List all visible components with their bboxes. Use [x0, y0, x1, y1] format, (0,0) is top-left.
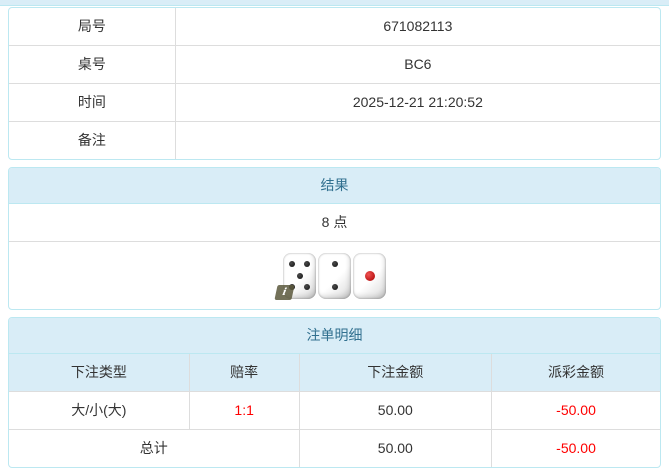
- die-3: [353, 252, 386, 299]
- bet-details-title: 注单明细: [9, 318, 660, 354]
- total-payout-cell: -50.00: [491, 429, 660, 467]
- info-icon[interactable]: i: [274, 284, 295, 300]
- table-row: 时间 2025-12-21 21:20:52: [9, 83, 660, 122]
- die-2: [318, 252, 351, 299]
- round-id-label: 局号: [9, 8, 176, 46]
- time-label: 时间: [9, 83, 176, 122]
- game-info-panel: 局号 671082113 桌号 BC6 时间 2025-12-21 21:20:…: [8, 7, 661, 160]
- table-row: 桌号 BC6: [9, 45, 660, 84]
- col-payout: 派彩金额: [491, 353, 660, 392]
- dice-container: i: [9, 242, 660, 309]
- odds-cell: 1:1: [188, 391, 300, 430]
- die-pip: [364, 270, 375, 281]
- table-id-label: 桌号: [9, 45, 176, 84]
- die-pip: [331, 261, 338, 268]
- bet-details-table: 下注类型 赔率 下注金额 派彩金额 大/小(大) 1:1 50.00 -50.0…: [9, 353, 660, 467]
- bet-details-panel: 注单明细 下注类型 赔率 下注金额 派彩金额 大/小(大) 1:1 50.00 …: [8, 317, 661, 468]
- die-pip: [304, 261, 311, 267]
- die-pip: [296, 272, 303, 279]
- result-panel-title: 结果: [9, 168, 660, 204]
- table-header-row: 下注类型 赔率 下注金额 派彩金额: [9, 353, 660, 392]
- remark-value: [174, 121, 660, 159]
- game-info-table: 局号 671082113 桌号 BC6 时间 2025-12-21 21:20:…: [9, 8, 660, 159]
- round-id-value: 671082113: [174, 8, 660, 46]
- die-1: i: [274, 252, 316, 300]
- table-id-value: BC6: [174, 45, 660, 84]
- die-pip: [288, 261, 295, 267]
- die-pip: [331, 283, 338, 290]
- col-odds: 赔率: [188, 353, 300, 392]
- total-bet-amount-cell: 50.00: [298, 429, 493, 467]
- die-pip: [304, 284, 311, 290]
- payout-cell: -50.00: [491, 391, 660, 430]
- cropped-header-strip: [0, 0, 669, 6]
- result-points: 8 点: [9, 204, 660, 242]
- table-row: 局号 671082113: [9, 8, 660, 46]
- total-label-cell: 总计: [9, 429, 300, 467]
- time-value: 2025-12-21 21:20:52: [174, 83, 660, 122]
- bet-amount-cell: 50.00: [298, 391, 493, 430]
- bet-row: 大/小(大) 1:1 50.00 -50.00: [9, 391, 660, 430]
- result-panel: 结果 8 点 i: [8, 167, 661, 310]
- total-row: 总计 50.00 -50.00: [9, 429, 660, 467]
- bet-type-cell: 大/小(大): [9, 391, 190, 430]
- remark-label: 备注: [9, 121, 176, 159]
- col-bet-amount: 下注金额: [298, 353, 493, 392]
- table-row: 备注: [9, 121, 660, 159]
- col-bet-type: 下注类型: [9, 353, 190, 392]
